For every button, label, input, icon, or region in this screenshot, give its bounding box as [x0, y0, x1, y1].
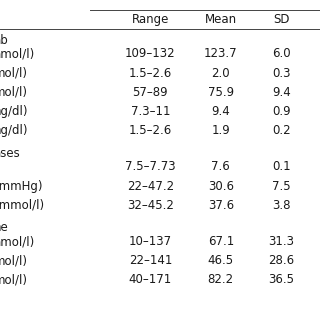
Text: 7.5–7.73: 7.5–7.73	[125, 160, 176, 173]
Text: mol/l): mol/l)	[0, 274, 28, 286]
Text: 9.4: 9.4	[212, 105, 230, 118]
Text: 7.5: 7.5	[272, 180, 291, 193]
Text: 1.5–2.6: 1.5–2.6	[129, 67, 172, 80]
Text: 67.1: 67.1	[208, 235, 234, 248]
Text: 0.2: 0.2	[272, 124, 291, 137]
Text: 28.6: 28.6	[268, 254, 295, 267]
Text: 123.7: 123.7	[204, 47, 238, 60]
Text: 37.6: 37.6	[208, 199, 234, 212]
Text: 3.8: 3.8	[272, 199, 291, 212]
Text: 1.5–2.6: 1.5–2.6	[129, 124, 172, 137]
Text: ab: ab	[0, 34, 8, 47]
Text: 2.0: 2.0	[212, 67, 230, 80]
Text: amol/l): amol/l)	[0, 47, 35, 60]
Text: SD: SD	[273, 13, 290, 26]
Text: 46.5: 46.5	[208, 254, 234, 267]
Text: (mmol/l): (mmol/l)	[0, 199, 44, 212]
Text: 40–171: 40–171	[129, 274, 172, 286]
Text: ng/dl): ng/dl)	[0, 124, 28, 137]
Text: 22–47.2: 22–47.2	[127, 180, 174, 193]
Text: 57–89: 57–89	[132, 86, 168, 99]
Text: 7.3–11: 7.3–11	[131, 105, 170, 118]
Text: 22–141: 22–141	[129, 254, 172, 267]
Text: 31.3: 31.3	[268, 235, 295, 248]
Text: ng/dl): ng/dl)	[0, 105, 28, 118]
Text: 0.9: 0.9	[272, 105, 291, 118]
Text: 6.0: 6.0	[272, 47, 291, 60]
Text: 32–45.2: 32–45.2	[127, 199, 174, 212]
Text: mol/l): mol/l)	[0, 86, 28, 99]
Text: 75.9: 75.9	[208, 86, 234, 99]
Text: 7.6: 7.6	[212, 160, 230, 173]
Text: 10–137: 10–137	[129, 235, 172, 248]
Text: 36.5: 36.5	[268, 274, 295, 286]
Text: Mean: Mean	[205, 13, 237, 26]
Text: 109–132: 109–132	[125, 47, 176, 60]
Text: ne: ne	[0, 221, 8, 234]
Text: 0.1: 0.1	[272, 160, 291, 173]
Text: ases: ases	[0, 147, 20, 160]
Text: 82.2: 82.2	[208, 274, 234, 286]
Text: (mmHg): (mmHg)	[0, 180, 42, 193]
Text: 1.9: 1.9	[212, 124, 230, 137]
Text: Range: Range	[132, 13, 169, 26]
Text: mol/l): mol/l)	[0, 254, 28, 267]
Text: 0.3: 0.3	[272, 67, 291, 80]
Text: mol/l): mol/l)	[0, 67, 28, 80]
Text: 30.6: 30.6	[208, 180, 234, 193]
Text: amol/l): amol/l)	[0, 235, 35, 248]
Text: 9.4: 9.4	[272, 86, 291, 99]
